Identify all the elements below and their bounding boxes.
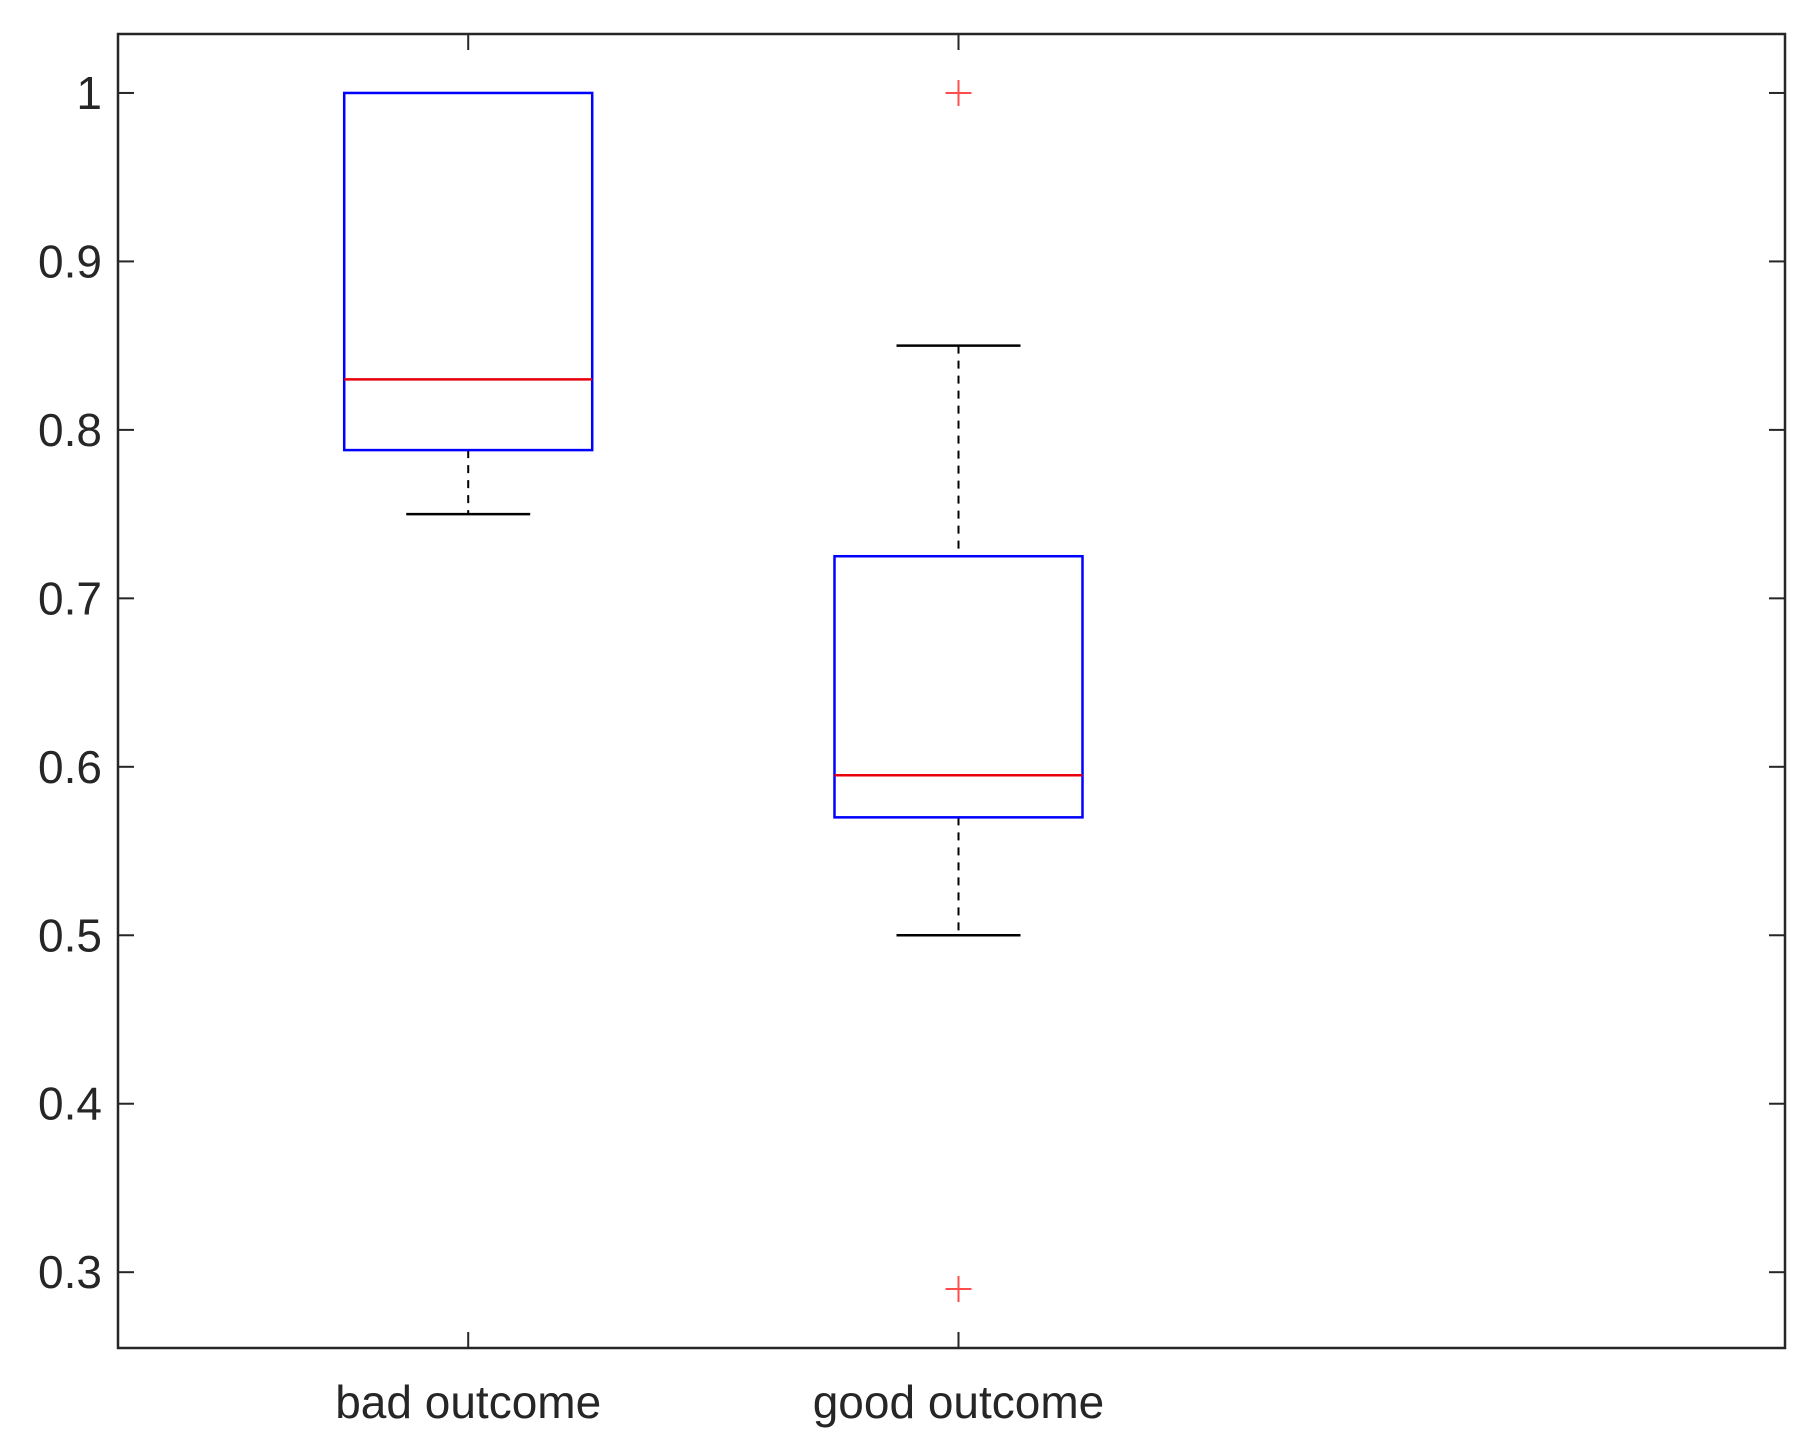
- x-category-label: good outcome: [813, 1376, 1105, 1428]
- y-tick-label: 0.4: [38, 1078, 102, 1130]
- x-category-label: bad outcome: [335, 1376, 601, 1428]
- y-tick-label: 0.7: [38, 572, 102, 624]
- iqr-box: [833, 554, 1084, 819]
- y-tick-label: 0.8: [38, 404, 102, 456]
- iqr-box: [342, 91, 594, 452]
- y-tick-label: 0.6: [38, 741, 102, 793]
- y-tick-label: 1: [76, 67, 102, 119]
- y-tick-label: 0.3: [38, 1246, 102, 1298]
- y-tick-label: 0.9: [38, 235, 102, 287]
- y-tick-label: 0.5: [38, 909, 102, 961]
- axes-frame: [116, 32, 1787, 1350]
- plot-area: 0.3 0.4 0.5 0.6 0.7 0.8 0.9 1 bad outcome good ou…: [38, 32, 1787, 1428]
